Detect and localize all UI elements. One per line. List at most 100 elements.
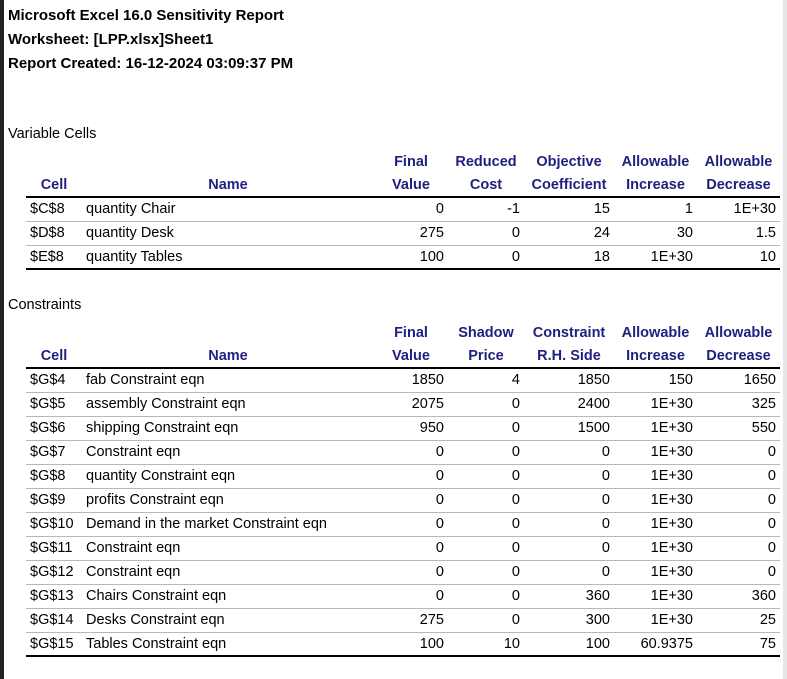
constraint-allowable-decrease[interactable]: 550 [697,416,780,441]
constraint-allowable-decrease[interactable]: 25 [697,608,780,633]
variable-col4[interactable]: -1 [448,197,524,222]
constraint-allowable-decrease[interactable]: 0 [697,512,780,537]
constraint-final-value[interactable]: 950 [374,416,448,441]
constraint-cell-name[interactable]: profits Constraint eqn [82,488,374,513]
constraint-col5[interactable]: 0 [524,488,614,513]
constraint-allowable-increase[interactable]: 1E+30 [614,608,697,633]
variable-allowable-increase[interactable]: 30 [614,221,697,246]
constraint-col5[interactable]: 0 [524,536,614,561]
constraint-allowable-increase[interactable]: 1E+30 [614,536,697,561]
variable-final-value[interactable]: 0 [374,197,448,222]
constraint-final-value[interactable]: 1850 [374,368,448,393]
constraint-cell-ref[interactable]: $G$6 [26,416,82,441]
constraint-col5[interactable]: 0 [524,464,614,489]
constraint-final-value[interactable]: 2075 [374,392,448,417]
constraint-col5[interactable]: 300 [524,608,614,633]
constraint-col5[interactable]: 0 [524,560,614,585]
constraint-cell-ref[interactable]: $G$12 [26,560,82,585]
constraint-col4[interactable]: 0 [448,512,524,537]
constraint-allowable-increase[interactable]: 150 [614,368,697,393]
variable-final-value[interactable]: 275 [374,221,448,246]
constraint-final-value[interactable]: 0 [374,560,448,585]
constraint-final-value[interactable]: 100 [374,632,448,657]
constraint-cell-ref[interactable]: $G$5 [26,392,82,417]
constraint-allowable-increase[interactable]: 60.9375 [614,632,697,657]
constraint-allowable-increase[interactable]: 1E+30 [614,416,697,441]
constraint-final-value[interactable]: 0 [374,512,448,537]
constraint-cell-ref[interactable]: $G$9 [26,488,82,513]
constraint-allowable-increase[interactable]: 1E+30 [614,512,697,537]
constraint-cell-name[interactable]: assembly Constraint eqn [82,392,374,417]
constraint-col4[interactable]: 0 [448,488,524,513]
variable-allowable-decrease[interactable]: 1.5 [697,221,780,246]
constraint-cell-name[interactable]: Constraint eqn [82,560,374,585]
constraint-allowable-increase[interactable]: 1E+30 [614,560,697,585]
variable-allowable-increase[interactable]: 1E+30 [614,245,697,270]
constraint-col5[interactable]: 2400 [524,392,614,417]
constraint-col5[interactable]: 1850 [524,368,614,393]
constraint-cell-ref[interactable]: $G$10 [26,512,82,537]
variable-final-value[interactable]: 100 [374,245,448,270]
constraint-cell-ref[interactable]: $G$8 [26,464,82,489]
constraint-cell-ref[interactable]: $G$13 [26,584,82,609]
constraint-col5[interactable]: 100 [524,632,614,657]
constraint-allowable-decrease[interactable]: 0 [697,440,780,465]
constraint-allowable-decrease[interactable]: 0 [697,560,780,585]
constraint-cell-name[interactable]: Constraint eqn [82,536,374,561]
constraint-cell-name[interactable]: Constraint eqn [82,440,374,465]
constraint-cell-ref[interactable]: $G$4 [26,368,82,393]
constraint-allowable-increase[interactable]: 1E+30 [614,584,697,609]
constraint-cell-name[interactable]: Desks Constraint eqn [82,608,374,633]
constraint-cell-name[interactable]: Chairs Constraint eqn [82,584,374,609]
constraint-cell-ref[interactable]: $G$15 [26,632,82,657]
constraint-allowable-decrease[interactable]: 0 [697,488,780,513]
constraint-cell-name[interactable]: Demand in the market Constraint eqn [82,512,374,537]
constraint-final-value[interactable]: 0 [374,584,448,609]
constraint-cell-name[interactable]: quantity Constraint eqn [82,464,374,489]
constraint-cell-name[interactable]: shipping Constraint eqn [82,416,374,441]
constraint-final-value[interactable]: 0 [374,488,448,513]
constraint-allowable-decrease[interactable]: 1650 [697,368,780,393]
constraint-col4[interactable]: 0 [448,392,524,417]
constraint-col4[interactable]: 0 [448,536,524,561]
constraint-col4[interactable]: 0 [448,584,524,609]
constraint-col5[interactable]: 360 [524,584,614,609]
variable-col5[interactable]: 24 [524,221,614,246]
constraint-col4[interactable]: 4 [448,368,524,393]
variable-col5[interactable]: 15 [524,197,614,222]
constraint-col4[interactable]: 0 [448,440,524,465]
constraint-col4[interactable]: 0 [448,560,524,585]
variable-cell-ref[interactable]: $E$8 [26,245,82,270]
constraint-cell-ref[interactable]: $G$14 [26,608,82,633]
constraint-cell-name[interactable]: Tables Constraint eqn [82,632,374,657]
constraint-allowable-decrease[interactable]: 360 [697,584,780,609]
constraint-cell-name[interactable]: fab Constraint eqn [82,368,374,393]
constraint-allowable-increase[interactable]: 1E+30 [614,440,697,465]
constraint-allowable-increase[interactable]: 1E+30 [614,392,697,417]
variable-allowable-decrease[interactable]: 10 [697,245,780,270]
constraint-col4[interactable]: 0 [448,464,524,489]
constraint-cell-ref[interactable]: $G$11 [26,536,82,561]
variable-col4[interactable]: 0 [448,245,524,270]
variable-cell-name[interactable]: quantity Desk [82,221,374,246]
constraint-allowable-increase[interactable]: 1E+30 [614,488,697,513]
constraint-final-value[interactable]: 0 [374,536,448,561]
variable-allowable-increase[interactable]: 1 [614,197,697,222]
variable-cell-name[interactable]: quantity Chair [82,197,374,222]
constraint-col4[interactable]: 0 [448,608,524,633]
constraint-col5[interactable]: 0 [524,512,614,537]
constraint-allowable-decrease[interactable]: 0 [697,536,780,561]
constraint-final-value[interactable]: 0 [374,464,448,489]
constraint-allowable-decrease[interactable]: 75 [697,632,780,657]
constraint-col5[interactable]: 1500 [524,416,614,441]
constraint-allowable-decrease[interactable]: 325 [697,392,780,417]
variable-cell-ref[interactable]: $D$8 [26,221,82,246]
variable-col5[interactable]: 18 [524,245,614,270]
constraint-allowable-decrease[interactable]: 0 [697,464,780,489]
constraint-final-value[interactable]: 0 [374,440,448,465]
constraint-col5[interactable]: 0 [524,440,614,465]
variable-cell-ref[interactable]: $C$8 [26,197,82,222]
constraint-allowable-increase[interactable]: 1E+30 [614,464,697,489]
constraint-final-value[interactable]: 275 [374,608,448,633]
constraint-col4[interactable]: 0 [448,416,524,441]
